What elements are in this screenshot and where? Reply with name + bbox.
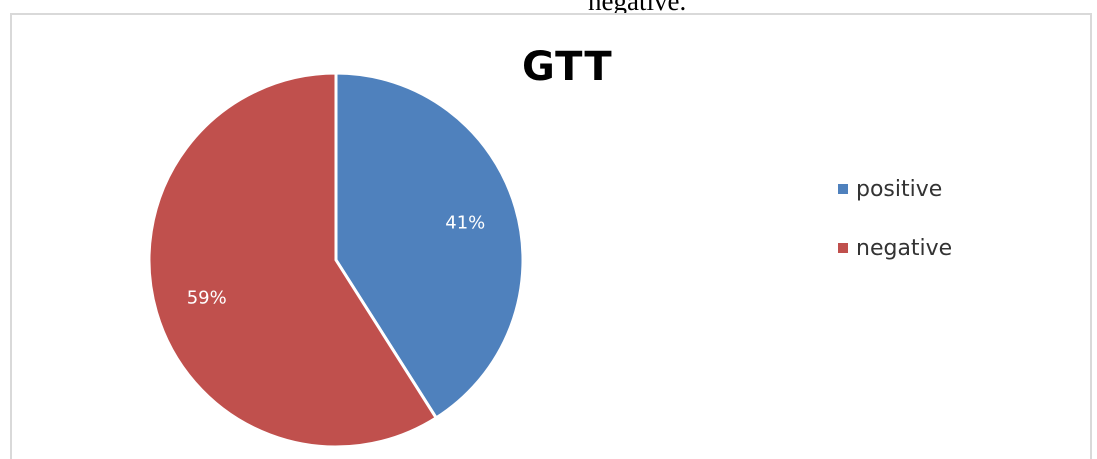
- data-label-negative: 59%: [187, 288, 227, 309]
- legend-label-positive: positive: [856, 176, 943, 202]
- caption-fragment: negative.: [588, 0, 687, 16]
- legend-item-positive: positive: [838, 174, 952, 204]
- legend-swatch-positive: [838, 184, 848, 194]
- legend-label-negative: negative: [856, 235, 953, 261]
- chart-title: GTT: [522, 44, 613, 90]
- legend-item-negative: negative: [838, 233, 952, 263]
- legend-swatch-negative: [838, 243, 848, 253]
- data-label-positive: 41%: [445, 212, 485, 233]
- legend: positive negative: [838, 174, 952, 292]
- pie-slice-negative: [147, 71, 439, 449]
